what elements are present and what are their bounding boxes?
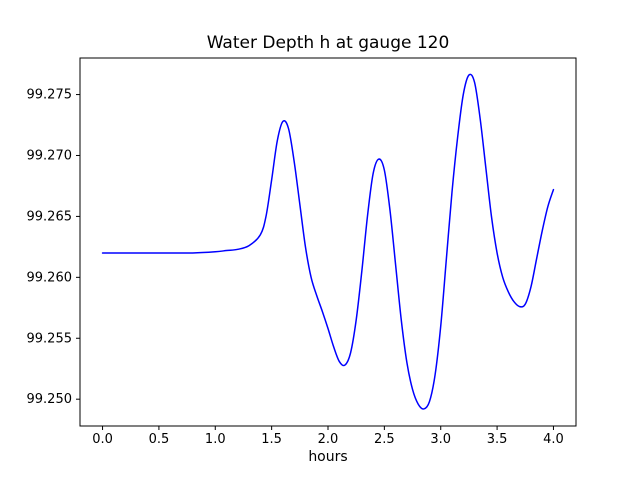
y-tick-label: 99.265 [27, 209, 73, 224]
y-tick-label: 99.250 [27, 392, 73, 407]
data-line [101, 73, 555, 410]
y-tick-label: 99.270 [27, 148, 73, 163]
x-tick-label: 1.0 [205, 432, 226, 447]
x-tick-label: 4.0 [543, 432, 564, 447]
x-tick-label: 0.0 [92, 432, 113, 447]
y-tick-label: 99.275 [27, 88, 73, 103]
x-tick-label: 3.0 [430, 432, 451, 447]
x-tick-label: 0.5 [149, 432, 170, 447]
x-tick-label: 3.5 [487, 432, 508, 447]
x-tick-label: 1.5 [261, 432, 282, 447]
chart-title: Water Depth h at gauge 120 [206, 33, 450, 53]
x-tick-label: 2.0 [318, 432, 339, 447]
y-tick-label: 99.255 [27, 331, 73, 346]
x-axis-label: hours [308, 449, 348, 465]
x-tick-label: 2.5 [374, 432, 395, 447]
y-tick-label: 99.260 [27, 270, 73, 285]
axes-frame [79, 57, 577, 427]
